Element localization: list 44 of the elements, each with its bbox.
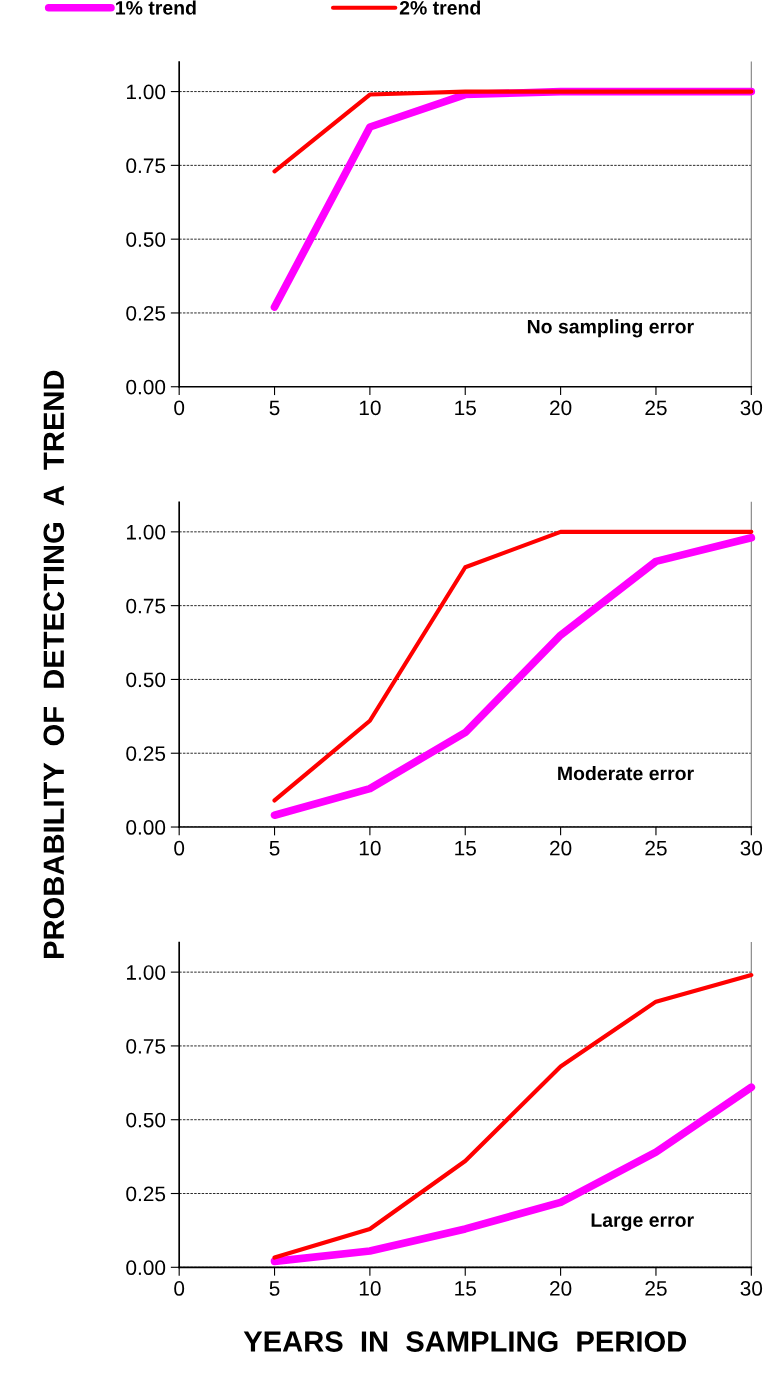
- line-series: [272, 972, 754, 1260]
- annotation: No sampling error: [527, 319, 694, 338]
- legend-label: 2% trend: [399, 0, 480, 15]
- x-tick-label: 20: [550, 840, 572, 856]
- x-tick-label: 15: [455, 400, 476, 416]
- x-tick-label: 10: [359, 1281, 381, 1296]
- annotation: Moderate error: [558, 766, 694, 781]
- x-tick-label: 5: [269, 400, 280, 416]
- y-tick-label: 0.75: [126, 598, 166, 614]
- legend-label: 1% trend: [116, 0, 196, 15]
- y-tick-label: 0.25: [126, 1186, 166, 1202]
- x-tick-label: 30: [740, 840, 763, 856]
- x-axis-title: YEARS IN SAMPLING PERIOD: [243, 1331, 687, 1352]
- y-tick-label: 0.75: [126, 158, 166, 174]
- x-tick-label: 15: [455, 840, 476, 856]
- y-tick-label: 1.00: [127, 84, 166, 100]
- x-tick-label: 0: [174, 400, 185, 416]
- y-tick-label: 0.50: [126, 232, 166, 247]
- y-tick-label: 1.00: [127, 524, 166, 540]
- y-tick-label: 0.50: [126, 672, 166, 688]
- x-tick-label: 15: [455, 1281, 476, 1296]
- y-tick-label: 0.25: [126, 305, 166, 321]
- x-tick-label: 20: [550, 400, 572, 416]
- y-tick-label: 0.00: [126, 820, 166, 835]
- x-tick-label: 30: [740, 1281, 763, 1296]
- x-tick-label: 25: [645, 840, 667, 856]
- x-tick-label: 25: [645, 1281, 667, 1296]
- x-tick-label: 30: [740, 400, 763, 416]
- annotation: Large error: [591, 1213, 694, 1231]
- x-tick-label: 25: [645, 400, 667, 416]
- x-tick-label: 5: [269, 1281, 280, 1296]
- x-tick-label: 5: [269, 840, 280, 856]
- x-tick-label: 0: [174, 840, 185, 856]
- x-tick-label: 10: [359, 400, 381, 416]
- x-tick-label: 20: [550, 1281, 572, 1296]
- y-tick-label: 1.00: [127, 965, 166, 980]
- y-tick-label: 0.50: [126, 1112, 166, 1128]
- y-tick-label: 0.75: [126, 1038, 166, 1054]
- y-tick-label: 0.00: [126, 379, 166, 395]
- y-tick-label: 0.25: [126, 746, 166, 761]
- y-axis-title: PROBABILITY OF DETECTING A TREND: [43, 370, 65, 958]
- x-tick-label: 10: [359, 840, 381, 856]
- y-tick-label: 0.00: [126, 1260, 166, 1276]
- x-tick-label: 0: [174, 1281, 185, 1296]
